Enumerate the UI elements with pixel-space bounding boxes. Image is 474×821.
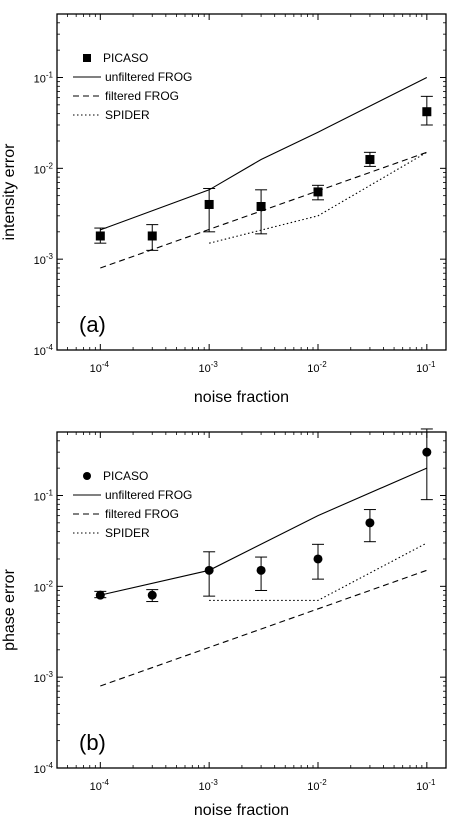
data-point [422,447,432,457]
legend-label: PICASO [103,469,148,483]
legend-label: unfiltered FROG [105,488,192,502]
legend: PICASO unfiltered FROG filtered FROG SPIDER [73,51,192,122]
data-point [365,155,375,165]
panel-label: (a) [79,312,106,337]
data-point [365,518,375,528]
data-point [256,201,266,211]
series-picaso [94,95,433,251]
legend-item: unfiltered FROG [73,70,192,84]
legend-item: SPIDER [73,526,150,540]
x-tick-label: 10-2 [307,360,327,375]
x-axis-title: noise fraction [194,389,289,406]
series-line [100,151,427,269]
series-line [100,467,428,596]
chart-panel-1: 10-4 10-3 10-2 10-1 10-4 10-3 10-2 10-1 noise fr… [1,13,447,406]
data-point [204,199,214,209]
x-tick-label: 10-3 [198,778,218,793]
legend-label: unfiltered FROG [105,70,192,84]
x-axis-title: noise fraction [194,802,289,819]
series-filtered-frog [100,569,427,687]
legend: PICASO unfiltered FROG filtered FROG SPIDER [73,469,192,540]
y-axis-title: intensity error [1,143,18,241]
data-point [256,565,266,575]
legend-item: PICASO [83,469,148,483]
legend-marker [83,54,91,62]
legend-label: filtered FROG [105,507,179,521]
y-tick-label: 10-4 [34,343,54,358]
data-point [147,590,157,600]
panel-label: (b) [79,730,106,755]
legend-label: SPIDER [105,108,150,122]
series-line [100,569,427,687]
legend-item: filtered FROG [73,89,179,103]
series-spider [209,151,428,244]
data-point [313,554,323,564]
legend-marker [83,472,91,480]
x-tick-label: 10-4 [90,360,110,375]
data-point [95,231,105,241]
legend-item: SPIDER [73,108,150,122]
y-tick-label: 10-1 [34,70,54,85]
legend-item: PICASO [83,51,148,65]
y-tick-label: 10-3 [34,252,54,267]
series-line [209,542,428,601]
legend-label: PICASO [103,51,148,65]
data-point [313,187,323,197]
x-tick-label: 10-4 [90,778,110,793]
series-unfiltered-frog [100,77,428,231]
series-spider [209,542,428,601]
x-tick-label: 10-2 [307,778,327,793]
minor-ticks [57,432,446,768]
legend-item: filtered FROG [73,507,179,521]
series-line [100,77,428,231]
legend-label: SPIDER [105,526,150,540]
chart-panel-2: 10-4 10-3 10-2 10-1 10-4 10-3 10-2 10-1 noise fr… [1,428,447,819]
data-point [422,107,432,117]
x-tick-label: 10-3 [198,360,218,375]
y-tick-label: 10-3 [34,670,54,685]
y-tick-label: 10-2 [34,579,54,594]
series-picaso [94,428,433,603]
data-point [147,231,157,241]
legend-label: filtered FROG [105,89,179,103]
y-tick-label: 10-2 [34,161,54,176]
series-line [209,151,428,244]
series-unfiltered-frog [100,467,428,596]
y-axis-title: phase error [1,568,18,650]
x-tick-label: 10-1 [416,778,436,793]
minor-ticks [57,14,446,350]
series-filtered-frog [100,151,427,269]
y-tick-label: 10-1 [34,488,54,503]
y-tick-label: 10-4 [34,761,54,776]
x-tick-label: 10-1 [416,360,436,375]
legend-item: unfiltered FROG [73,488,192,502]
